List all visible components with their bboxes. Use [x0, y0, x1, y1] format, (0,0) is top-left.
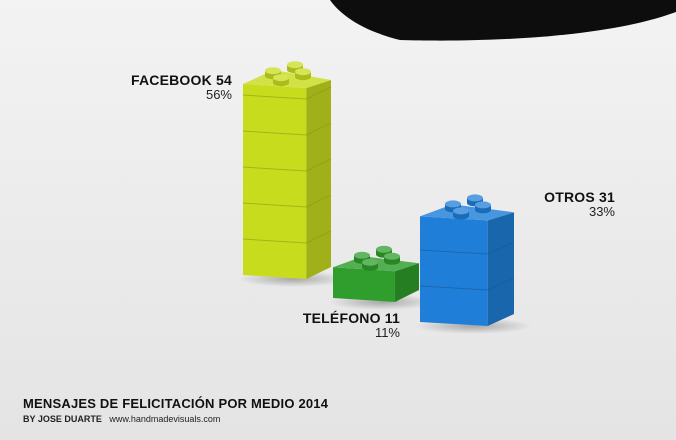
website-credit: www.handmadevisuals.com	[109, 414, 221, 424]
brick-seam	[242, 86, 332, 100]
brick-stud-top	[384, 252, 400, 260]
value-label: 11	[384, 310, 400, 326]
brick-stud-base	[475, 206, 491, 214]
brick-stud-top	[265, 67, 281, 75]
brick-seam	[242, 122, 332, 136]
brick-seam	[242, 230, 332, 244]
brick-stud-base	[453, 212, 469, 220]
brick-stud-base	[362, 263, 378, 271]
bar-label-otros: OTROS 31 33%	[515, 189, 615, 220]
bar-label-telefono: TELÉFONO 11 11%	[288, 310, 400, 341]
bar-front-face	[420, 216, 488, 326]
bar-label-facebook: FACEBOOK 54 56%	[120, 72, 232, 103]
bar-side-face	[306, 80, 331, 279]
author-credit: BY JOSE DUARTE	[23, 414, 102, 424]
brick-seam	[242, 158, 332, 172]
percent-label: 56%	[205, 87, 232, 103]
brick-stud-top	[475, 201, 491, 209]
value-label: 54	[216, 72, 232, 88]
bar-front-face	[243, 84, 307, 279]
brick-stud-base	[295, 73, 311, 81]
category-label: FACEBOOK	[130, 72, 212, 88]
brick-stud-top	[354, 251, 370, 259]
background-shadow	[330, 0, 676, 41]
brick-stud-top	[287, 61, 303, 69]
bar-facebook	[238, 61, 348, 287]
bar-side-face	[487, 212, 514, 326]
percent-label: 33%	[588, 204, 615, 220]
brick-stud-top	[453, 207, 469, 215]
brick-stud-base	[273, 79, 289, 87]
brick-stud-top	[445, 200, 461, 208]
brick-stud-top	[295, 68, 311, 76]
category-label: OTROS	[544, 189, 595, 205]
brick-stud-top	[376, 245, 392, 253]
bar-teléfono	[328, 245, 436, 310]
brick-seam	[242, 194, 332, 208]
chart-title: MENSAJES DE FELICITACIÓN POR MEDIO 2014	[23, 396, 329, 411]
bar-front-face	[333, 267, 395, 302]
brick-seam	[419, 241, 515, 255]
value-label: 31	[599, 189, 615, 205]
bar-side-face	[394, 263, 419, 302]
bar-otros	[414, 194, 532, 334]
brick-stud-top	[467, 194, 483, 202]
brick-stud-base	[384, 257, 400, 265]
percent-label: 11%	[374, 325, 400, 341]
brick-stud-top	[273, 74, 289, 82]
chart-title-block: MENSAJES DE FELICITACIÓN POR MEDIO 2014 …	[23, 396, 328, 424]
category-label: TELÉFONO	[302, 310, 381, 326]
brick-stud-top	[362, 258, 378, 266]
credit-line: BY JOSE DUARTE www.handmadevisuals.com	[23, 414, 328, 424]
brick-seam	[419, 277, 515, 291]
